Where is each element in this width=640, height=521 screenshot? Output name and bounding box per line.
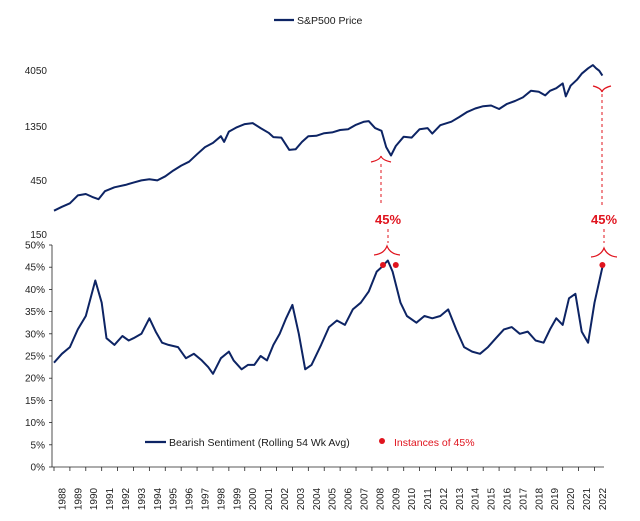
bottom-y-tick-label: 35% (25, 307, 45, 318)
bottom-x-tick-label: 2016 (503, 487, 514, 510)
bottom-x-tick-label: 1999 (232, 487, 243, 510)
bottom-x-tick-label: 2021 (582, 487, 593, 510)
top-legend-label: S&P500 Price (297, 15, 363, 27)
bottom-y-tick-label: 40% (25, 285, 45, 296)
bottom-x-tick-label: 2006 (344, 487, 355, 510)
bottom-x-tick-label: 2008 (375, 487, 386, 510)
bottom-x-tick-label: 1990 (89, 487, 100, 510)
bottom-x-tick-label: 1992 (121, 487, 132, 510)
top-legend: S&P500 Price (274, 15, 363, 27)
bottom-legend-swatch-dot (379, 438, 385, 444)
bottom-y-tick-label: 50% (25, 241, 45, 252)
bottom-y-tick-label: 0% (31, 463, 46, 474)
bottom-x-tick-label: 2009 (391, 487, 402, 510)
instance-45-point (599, 262, 606, 268)
bottom-x-tick-label: 2011 (423, 488, 434, 510)
bottom-x-tick-label: 2015 (487, 487, 498, 510)
bottom-y-tick-label: 5% (31, 440, 46, 451)
bottom-brace-2022 (590, 246, 618, 258)
bottom-x-tick-label: 2001 (264, 487, 275, 510)
annotation-2022: 45% (590, 85, 618, 258)
bottom-x-tick-label: 2000 (248, 487, 259, 510)
bottom-x-tick-label: 1996 (185, 487, 196, 510)
bottom-x-tick-label: 1991 (105, 487, 116, 510)
instances-45-points (380, 262, 606, 268)
bottom-x-tick-label: 2010 (407, 487, 418, 510)
bottom-legend: Bearish Sentiment (Rolling 54 Wk Avg) In… (145, 437, 475, 449)
sp500-price-line (53, 64, 604, 212)
instance-45-point (380, 262, 386, 268)
bottom-x-tick-label: 2019 (550, 487, 561, 510)
bottom-x-tick-label: 1995 (169, 487, 180, 510)
bottom-x-tick-label: 2017 (518, 487, 529, 510)
bottom-x-tick-label: 2018 (534, 487, 545, 510)
top-brace-2022 (592, 85, 612, 93)
bottom-y-tick-label: 25% (25, 352, 45, 363)
annotation-label-2022: 45% (591, 212, 617, 227)
top-y-tick-label: 1350 (25, 122, 48, 133)
bottom-legend-label-sentiment: Bearish Sentiment (Rolling 54 Wk Avg) (169, 437, 350, 449)
bottom-x-tick-label: 1994 (153, 487, 164, 510)
bottom-y-tick-label: 20% (25, 374, 45, 385)
bottom-x-ticks: 1988 1989 1990 1991 1992 1993 1994 1995 1996 1997… (53, 467, 609, 510)
bottom-x-tick-label: 2005 (328, 487, 339, 510)
bottom-y-tick-label: 10% (25, 418, 45, 429)
bottom-y-tick-label: 15% (25, 396, 45, 407)
bottom-x-tick-label: 1988 (57, 487, 68, 510)
instance-45-point (392, 262, 399, 268)
bottom-y-ticks: 0% 5% 10% 15% 20% 25% 30% 35% 40% 45% 50% (25, 241, 52, 474)
top-y-tick-label: 450 (30, 176, 47, 187)
bottom-x-tick-label: 2003 (296, 487, 307, 510)
bottom-y-tick-label: 30% (25, 329, 45, 340)
annotation-label-2009: 45% (375, 212, 401, 227)
annotation-2009: 45% (370, 155, 401, 256)
bottom-x-tick-label: 2002 (280, 487, 291, 510)
bottom-x-tick-label: 2004 (312, 487, 323, 510)
bottom-x-tick-label: 2013 (455, 487, 466, 510)
bottom-x-tick-label: 2012 (439, 487, 450, 510)
bottom-legend-label-instances: Instances of 45% (394, 437, 475, 449)
top-y-tick-label: 4050 (25, 66, 48, 77)
bottom-x-tick-label: 1997 (201, 487, 212, 510)
bottom-x-tick-label: 2014 (471, 487, 482, 510)
bottom-x-tick-label: 2022 (598, 487, 609, 510)
top-y-tick-label: 150 (30, 230, 47, 241)
bottom-x-tick-label: 1993 (137, 487, 148, 510)
bottom-y-tick-label: 45% (25, 263, 45, 274)
bottom-x-tick-label: 2007 (360, 487, 371, 510)
bottom-x-tick-label: 1998 (216, 487, 227, 510)
bottom-x-tick-label: 1989 (73, 487, 84, 510)
bottom-x-tick-label: 2020 (566, 487, 577, 510)
bearish-sentiment-line (53, 259, 604, 375)
top-brace-2009 (370, 155, 392, 163)
bottom-brace-2009 (373, 244, 401, 256)
